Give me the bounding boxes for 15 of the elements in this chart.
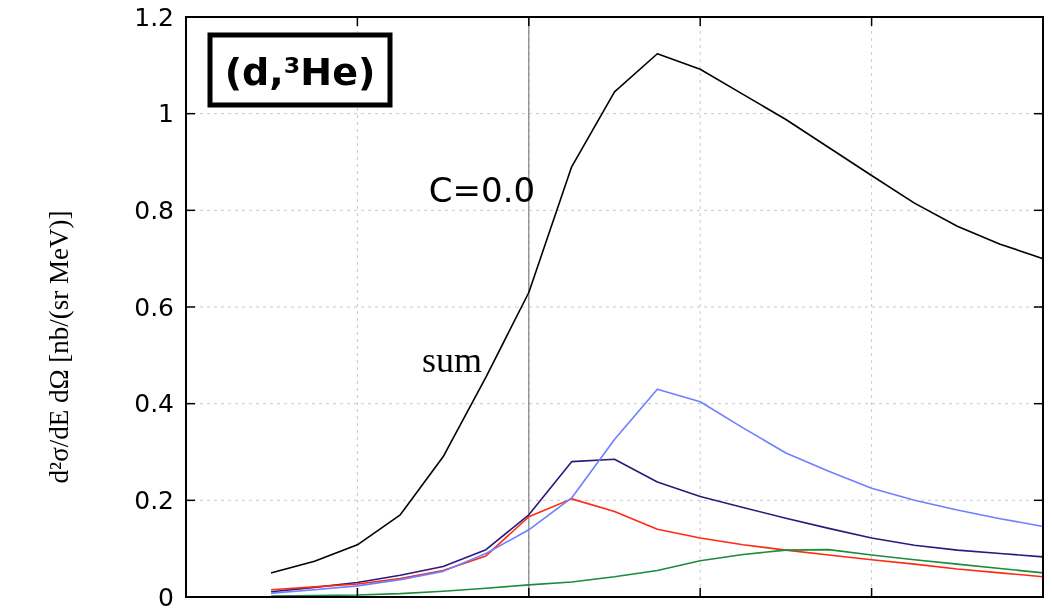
y-tick-label: 0.2 (134, 486, 174, 516)
annotation: C=0.0 (428, 170, 536, 210)
y-tick-label: 1.2 (134, 2, 174, 32)
line-series (270, 388, 1044, 594)
line-series (270, 498, 1044, 591)
line-series (270, 548, 1044, 597)
y-tick-label: 0.6 (134, 292, 174, 322)
y-axis-title: d²σ/dE dΩ [nb/(sr MeV)] (44, 210, 74, 484)
annotation: sum (421, 340, 483, 380)
annotation: (d,³He) (224, 50, 376, 94)
y-tick-label: 1 (158, 99, 174, 129)
y-tick-label: 0 (158, 582, 174, 610)
y-tick-label: 0.8 (134, 196, 174, 226)
y-tick-label: 0.4 (134, 389, 174, 419)
line-series (270, 458, 1044, 593)
